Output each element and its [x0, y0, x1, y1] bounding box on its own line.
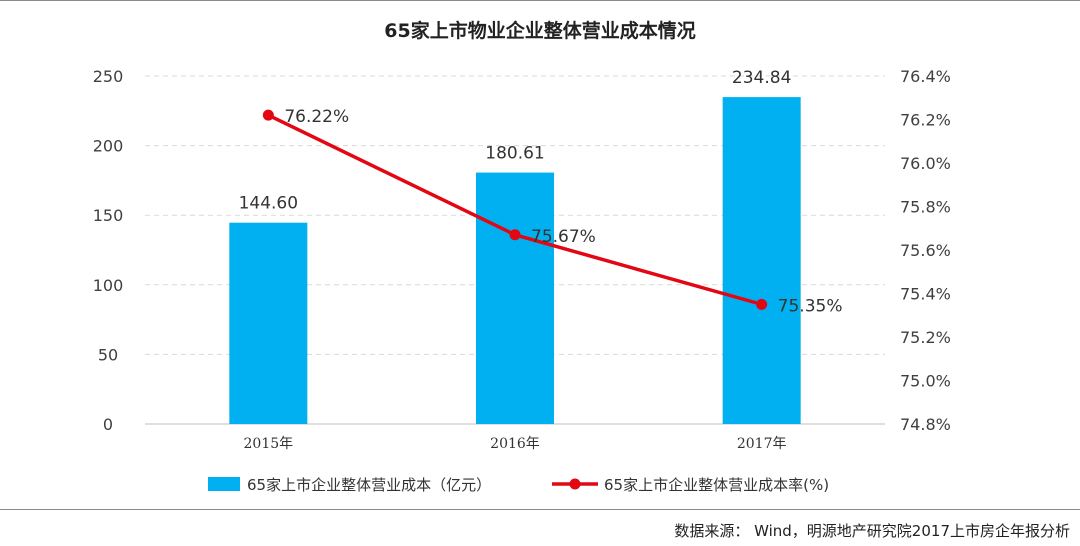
- x-tick-label: 2017年: [737, 436, 787, 452]
- bar-value-label: 144.60: [239, 194, 298, 214]
- y-left-tick-label: 0: [103, 415, 113, 434]
- y-left-tick-label: 150: [93, 206, 124, 225]
- y-right-tick-label: 76.2%: [900, 111, 951, 130]
- y-left-tick-label: 100: [93, 276, 124, 295]
- y-right-tick-label: 74.8%: [900, 415, 951, 434]
- y-right-tick-label: 75.4%: [900, 285, 951, 304]
- cost-rate-point: [756, 298, 768, 310]
- cost-rate-point: [509, 229, 521, 241]
- x-tick-label: 2016年: [490, 436, 540, 452]
- bar-2: [476, 172, 554, 424]
- bar-3: [722, 97, 801, 424]
- bar-value-label: 234.84: [732, 68, 791, 88]
- legend-line-label: 65家上市企业整体营业成本率(%): [604, 476, 829, 494]
- y-right-tick-label: 76.4%: [900, 67, 951, 86]
- y-left-tick-label: 50: [98, 345, 118, 364]
- y-right-tick-label: 75.6%: [900, 241, 951, 260]
- chart-title: 65家上市物业企业整体营业成本情况: [384, 19, 695, 42]
- bar-1: [229, 222, 308, 424]
- y-left-tick-label: 200: [93, 137, 124, 156]
- source-note: 数据来源： Wind，明源地产研究院2017上市房企年报分析: [674, 522, 1070, 540]
- line-value-label: 75.35%: [778, 296, 843, 316]
- line-value-label: 75.67%: [531, 227, 596, 247]
- legend-line-marker: [569, 478, 581, 490]
- chart-frame: 65家上市物业企业整体营业成本情况 0 50 100 150 200 250 74.8% 75.…: [0, 0, 1080, 510]
- combo-chart: 65家上市物业企业整体营业成本情况 0 50 100 150 200 250 74.8% 75.…: [93, 19, 951, 494]
- cost-rate-point: [262, 109, 274, 121]
- legend-bar-swatch: [208, 477, 240, 491]
- line-value-label: 76.22%: [284, 107, 349, 127]
- legend-bar-label: 65家上市企业整体营业成本（亿元）: [247, 476, 491, 494]
- y-right-tick-label: 75.2%: [900, 328, 951, 347]
- y-right-tick-label: 76.0%: [900, 154, 951, 173]
- y-right-tick-label: 75.8%: [900, 198, 951, 217]
- y-left-tick-label: 250: [93, 67, 124, 86]
- x-tick-label: 2015年: [244, 436, 294, 452]
- bar-value-label: 180.61: [485, 144, 544, 164]
- y-right-tick-label: 75.0%: [900, 372, 951, 391]
